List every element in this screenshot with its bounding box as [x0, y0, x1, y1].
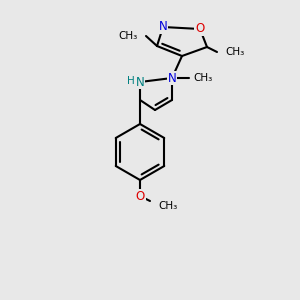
Text: CH₃: CH₃ [193, 73, 212, 83]
Text: O: O [195, 22, 205, 35]
Text: CH₃: CH₃ [158, 201, 177, 211]
Text: H: H [127, 76, 135, 86]
Text: CH₃: CH₃ [225, 47, 244, 57]
Text: CH₃: CH₃ [119, 31, 138, 41]
Text: O: O [135, 190, 145, 202]
Text: N: N [136, 76, 144, 88]
Text: N: N [168, 71, 176, 85]
Text: N: N [159, 20, 167, 34]
